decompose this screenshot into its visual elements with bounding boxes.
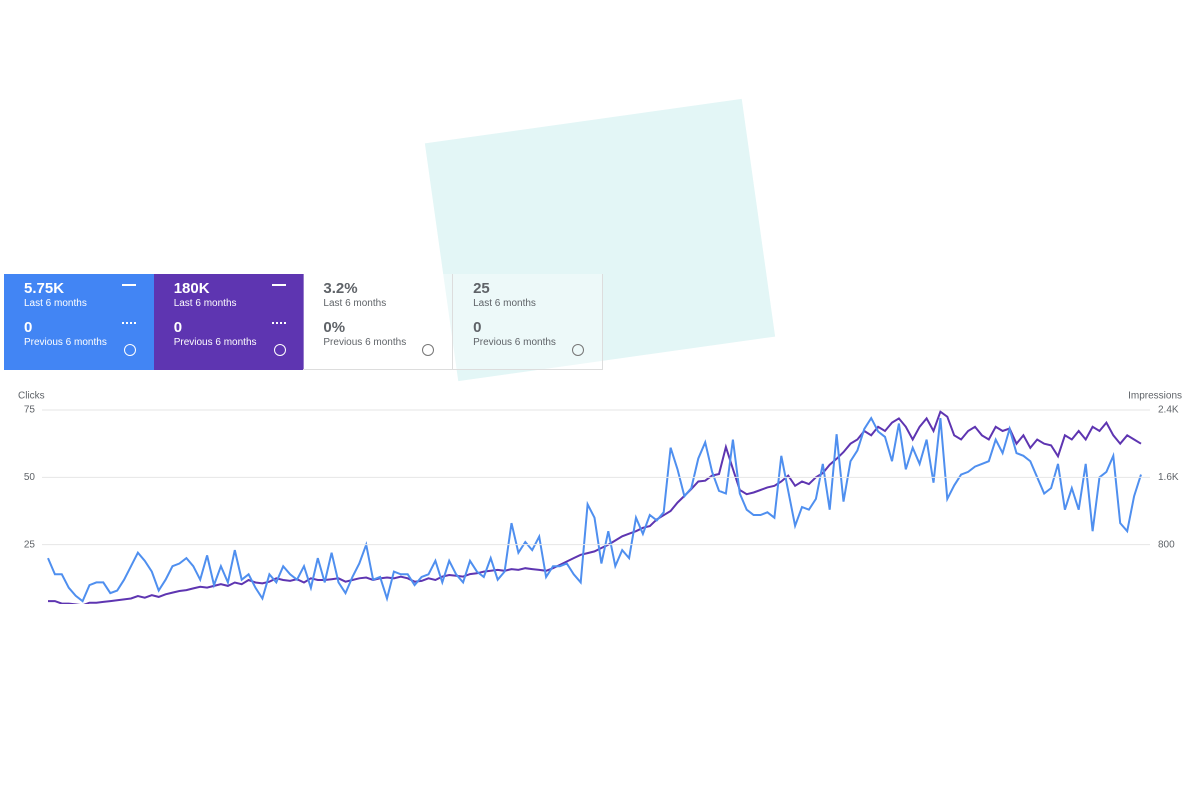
previous-value: 0	[173, 319, 183, 336]
y-tick-label: 75	[24, 405, 36, 416]
more-icon	[122, 322, 136, 326]
metric-period: Last 6 months	[173, 298, 237, 309]
dash-icon	[122, 284, 136, 286]
metric-value: 180K	[173, 280, 210, 297]
help-icon	[422, 344, 435, 356]
y2-tick-label: 2.4K	[1158, 405, 1179, 416]
previous-period: Previous 6 months	[323, 337, 407, 348]
y-axis-title: Clicks	[18, 391, 45, 402]
metric-value: 5.75K	[24, 280, 65, 297]
help-icon	[572, 344, 585, 356]
previous-value: 0	[24, 319, 33, 336]
previous-period: Previous 6 months	[173, 337, 257, 348]
line-series	[48, 410, 1142, 604]
y2-tick-label: 1.6K	[1158, 472, 1179, 483]
metric-value: 25	[473, 280, 490, 297]
metric-period: Last 6 months	[24, 298, 87, 309]
metric-card: 180K Last 6 months 0 Previous 6 months	[153, 274, 304, 370]
metric-period: Last 6 months	[473, 298, 536, 309]
metric-period: Last 6 months	[323, 298, 387, 309]
metric-card: 5.75K Last 6 months 0 Previous 6 months	[4, 274, 154, 370]
help-icon	[124, 344, 136, 356]
metric-card: 25 Last 6 months 0 Previous 6 months	[453, 274, 604, 370]
y2-axis-title: Impressions	[1128, 391, 1182, 402]
help-icon	[273, 344, 286, 356]
more-icon	[271, 322, 286, 326]
y-tick-label: 50	[24, 472, 36, 483]
metric-value: 3.2%	[323, 280, 358, 297]
dash-icon	[271, 284, 286, 286]
y2-tick-label: 800	[1158, 539, 1175, 550]
previous-period: Previous 6 months	[473, 337, 556, 348]
metric-card: 3.2% Last 6 months 0% Previous 6 months	[303, 274, 454, 370]
previous-value: 0	[473, 319, 482, 336]
y-tick-label: 25	[24, 539, 36, 550]
line-series	[47, 416, 1142, 603]
previous-period: Previous 6 months	[24, 337, 107, 348]
previous-value: 0%	[323, 319, 346, 336]
